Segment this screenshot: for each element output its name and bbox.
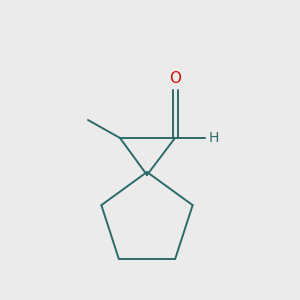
Text: H: H — [209, 131, 219, 145]
Text: O: O — [169, 71, 181, 86]
